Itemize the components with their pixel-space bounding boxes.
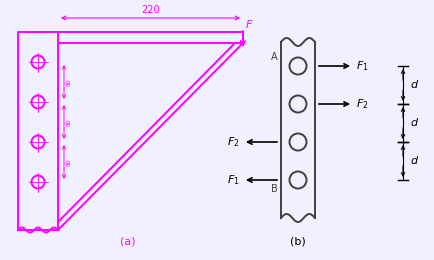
Text: d: d: [409, 118, 416, 128]
Text: d: d: [409, 80, 416, 90]
Text: F: F: [246, 20, 252, 30]
Text: $F_2$: $F_2$: [355, 97, 368, 111]
Text: A: A: [271, 52, 277, 62]
Text: d: d: [409, 156, 416, 166]
Text: 80: 80: [67, 118, 72, 126]
Text: $F_2$: $F_2$: [227, 135, 240, 149]
Text: 80: 80: [67, 158, 72, 166]
Text: (a): (a): [120, 236, 135, 246]
Text: B: B: [271, 184, 277, 194]
Text: $F_1$: $F_1$: [355, 59, 368, 73]
Text: $F_1$: $F_1$: [227, 173, 240, 187]
Text: 80: 80: [67, 78, 72, 86]
Text: (b): (b): [289, 237, 305, 247]
Text: 220: 220: [141, 5, 159, 15]
